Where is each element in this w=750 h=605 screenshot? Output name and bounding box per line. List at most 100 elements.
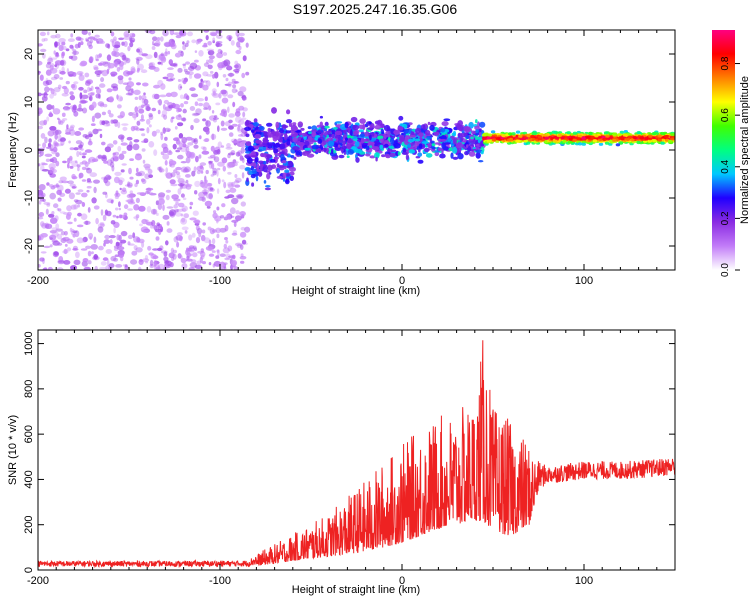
spectrogram-cell-onset — [250, 155, 258, 158]
spectrogram-cell-onset — [263, 180, 267, 184]
spectrogram-cell-noise — [203, 102, 210, 109]
spectrogram-cell-noise — [55, 152, 60, 158]
spectrogram-cell-noise — [209, 187, 214, 191]
spectrogram-cell-noise — [43, 119, 48, 126]
spectrogram-cell-noise — [220, 145, 225, 148]
spectrogram-cell-noise — [112, 140, 118, 145]
spectrogram-cell-noise — [79, 62, 87, 67]
snr-xtick-label: -100 — [209, 575, 231, 587]
spectrogram-cell-noise — [144, 254, 149, 261]
spectrogram-cell-noise — [136, 48, 141, 53]
spectrogram-cell-noise — [68, 192, 75, 200]
spectrogram-cell-noise — [179, 94, 184, 100]
spectrogram-cell-noise — [225, 253, 231, 259]
spectrogram-cell-stable — [560, 136, 566, 140]
spectrogram-cell-noise — [137, 105, 144, 110]
spectrogram-cell-noise — [239, 244, 244, 250]
spectrogram-cell-transition — [466, 144, 469, 148]
spectrogram-cell-stable — [667, 139, 673, 143]
spectrogram-cell-noise — [142, 258, 150, 262]
spectrogram-cell-noise — [160, 151, 165, 155]
spectrogram-cell-noise — [170, 91, 178, 98]
spectrogram-cell-noise — [86, 41, 93, 47]
spectrogram-cell-transition — [397, 151, 401, 156]
spectrogram-cell-noise — [118, 214, 123, 219]
spectrogram-cell-onset — [290, 155, 295, 159]
spectrogram-cell-noise — [216, 167, 221, 171]
spectrogram-cell-transition — [295, 130, 302, 133]
spectrogram-cell-noise — [106, 210, 112, 217]
spectrogram-cell-noise — [165, 194, 170, 201]
spectrogram-cell-noise — [53, 251, 59, 256]
spectrogram-cell-noise — [138, 108, 145, 114]
spectrogram-cell-noise — [127, 201, 136, 205]
spectrogram-cell-noise — [57, 84, 62, 90]
spectrogram-cell-transition — [457, 153, 464, 160]
spectrogram-cell-noise — [82, 134, 88, 138]
spectrogram-cell-transition — [322, 140, 327, 145]
spectrogram-cell-noise — [65, 102, 71, 106]
spectrogram-cell-noise — [93, 205, 100, 210]
spectrogram-cell-noise — [73, 110, 79, 117]
spectrogram-cell-noise — [213, 150, 219, 155]
spectrogram-cell-noise — [240, 201, 246, 207]
spectrogram-cell-noise — [117, 104, 122, 109]
spectrogram-cell-onset — [262, 137, 269, 144]
spectrogram-cell-noise — [180, 161, 187, 164]
spectrogram-cell-stable — [619, 130, 624, 134]
spectrogram-cell-noise — [100, 209, 104, 216]
spectrogram-cell-noise — [81, 192, 88, 198]
spectrogram-cell-noise — [82, 238, 86, 243]
spectrogram-cell-noise — [216, 170, 219, 177]
spectrogram-cell-stable — [526, 134, 531, 138]
spectrogram-cell-noise — [118, 201, 121, 208]
spectrogram-cell-noise — [145, 191, 150, 195]
spectrogram-cell-noise — [182, 108, 187, 114]
spectrogram-cell-noise — [51, 211, 55, 215]
spectrogram-cell-onset — [285, 153, 289, 157]
spectrogram-cell-noise — [211, 238, 216, 245]
spectrogram-cell-noise — [44, 94, 48, 98]
spectrogram-cell-noise — [78, 173, 82, 179]
spectrogram-cell-noise — [157, 109, 161, 115]
spectrogram-cell-noise — [117, 121, 121, 129]
spectrogram-cell-onset — [267, 164, 273, 171]
spectrogram-cell-noise — [69, 147, 75, 151]
spectrogram-ytick-label: 0 — [23, 147, 35, 153]
spectrogram-cell-noise — [150, 208, 158, 215]
spectrogram-cell-noise — [213, 260, 222, 267]
spectrogram-cell-transition — [431, 140, 435, 144]
spectrogram-cell-noise — [191, 112, 200, 117]
spectrogram-cell-onset — [284, 133, 287, 137]
spectrogram-cell-noise — [202, 261, 206, 265]
spectrogram-cell-noise — [52, 108, 61, 115]
spectrogram-cell-noise — [79, 151, 82, 156]
spectrogram-cell-stable — [590, 135, 595, 139]
spectrogram-cell-noise — [55, 142, 59, 148]
spectrogram-cell-noise — [186, 71, 194, 76]
spectrogram-cell-noise — [149, 30, 156, 35]
spectrogram-cell-noise — [213, 210, 217, 214]
spectrogram-cell-transition — [326, 134, 330, 139]
spectrogram-cell-noise — [38, 143, 41, 147]
spectrogram-cell-noise — [146, 206, 152, 213]
spectrogram-cell-noise — [162, 204, 165, 211]
spectrogram-cell-noise — [188, 234, 193, 241]
spectrogram-cell-noise — [118, 251, 125, 258]
spectrogram-cell-noise — [165, 189, 171, 193]
spectrogram-cell-onset — [279, 151, 285, 155]
spectrogram-cell-stable — [630, 138, 635, 142]
spectrogram-cell-noise — [221, 203, 226, 208]
spectrogram-cell-noise — [132, 232, 136, 239]
spectrogram-cell-noise — [160, 52, 164, 57]
spectrogram-cell-noise — [143, 92, 146, 96]
spectrogram-cell-noise — [209, 227, 215, 235]
spectrogram-cell-noise — [135, 127, 141, 132]
spectrogram-cell-noise — [53, 74, 60, 79]
spectrogram-cell-noise — [187, 253, 193, 257]
spectrogram-cell-noise — [221, 157, 228, 164]
spectrogram-cell-noise — [83, 220, 91, 225]
spectrogram-cell-noise — [103, 120, 110, 125]
